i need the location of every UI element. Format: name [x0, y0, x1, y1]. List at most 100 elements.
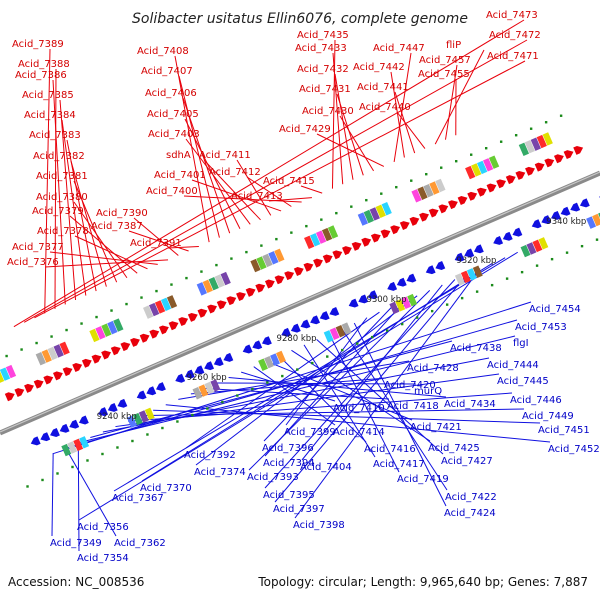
domain-box	[264, 355, 274, 369]
forward-gene-label: Acid_7386	[15, 70, 67, 81]
gene-arrow-shape	[370, 233, 381, 243]
gene-arrow-shape	[428, 208, 439, 218]
domain-box-rect	[375, 204, 386, 219]
gene-arrow-shape	[425, 265, 436, 275]
reverse-gene-label: Acid_7425	[428, 443, 480, 454]
forward-gene-arrow	[293, 267, 304, 276]
forward-gene-label: Acid_7376	[7, 257, 59, 268]
forward-gene-label: Acid_7455	[418, 69, 470, 80]
gene-arrow-shape	[525, 166, 535, 176]
forward-gene-arrow	[62, 367, 73, 377]
domain-box-rect	[67, 441, 78, 454]
reverse-gene-label: Acid_7420	[384, 380, 436, 391]
gene-arrow-shape	[156, 382, 166, 392]
axis-tick-label: 9320 kbp	[456, 256, 496, 266]
forward-gene-arrow	[216, 300, 227, 310]
reverse-gene-label: Acid_7414	[333, 427, 385, 438]
domain-box-rect	[526, 242, 537, 255]
forward-gene-label: Acid_7435	[297, 30, 349, 41]
reverse-gene-arrow	[204, 361, 215, 371]
leader-line	[301, 284, 443, 461]
tick-dot	[559, 114, 563, 117]
forward-gene-arrow	[207, 304, 218, 314]
reverse-gene-label: Acid_7362	[114, 538, 166, 549]
domain-box-rect	[268, 251, 279, 265]
forward-gene-label: Acid_7457	[419, 55, 471, 66]
tick-dot	[455, 159, 458, 163]
domain-box	[401, 296, 412, 309]
domain-box-rect	[518, 142, 530, 157]
forward-gene-label: Acid_7429	[279, 124, 331, 135]
leader-line	[266, 360, 413, 421]
leader-line	[445, 64, 458, 140]
forward-gene-arrow	[245, 287, 256, 297]
reverse-gene-arrow	[281, 327, 292, 337]
domain-box	[417, 186, 428, 200]
gene-arrow-shape	[457, 196, 468, 205]
tick-dot	[535, 264, 539, 267]
reverse-gene-label: Acid_7444	[487, 360, 539, 371]
gene-arrow-shape	[438, 204, 449, 214]
domain-box	[411, 189, 422, 203]
leader-line	[69, 215, 138, 274]
reverse-gene-arrow	[30, 436, 41, 446]
tick-dot	[215, 263, 218, 267]
domain-box-rect	[357, 212, 369, 226]
domain-box	[536, 134, 547, 149]
leader-line	[44, 48, 51, 314]
domain-box	[363, 209, 374, 224]
leader-line	[285, 317, 368, 426]
reverse-gene-arrow	[387, 281, 398, 291]
leader-line	[353, 322, 447, 507]
gene-arrow-shape	[223, 352, 234, 362]
reverse-gene-arrow	[310, 315, 321, 325]
domain-box	[423, 183, 434, 198]
forward-gene-arrow	[467, 191, 478, 201]
domain-box	[542, 132, 553, 146]
domain-box	[304, 235, 315, 250]
forward-gene-arrow	[187, 312, 198, 322]
gene-arrow-shape	[322, 254, 333, 264]
gene-arrow-shape	[281, 327, 292, 337]
gene-arrow-shape	[502, 231, 513, 241]
forward-gene-label: Acid_7387	[91, 221, 143, 232]
domain-box	[538, 237, 549, 250]
domain-box-rect	[429, 181, 440, 195]
leader-line	[165, 404, 551, 443]
forward-gene-arrow	[534, 162, 545, 172]
tick-dot	[400, 322, 404, 326]
tick-dot	[20, 348, 23, 351]
domain-box-rect	[5, 364, 17, 379]
tick-dot	[520, 270, 524, 274]
forward-gene-label: Acid_7377	[12, 242, 64, 253]
domain-box-rect	[101, 323, 112, 337]
domain-box-rect	[488, 155, 500, 169]
domain-box-rect	[411, 189, 422, 203]
reverse-gene-label: Acid_7354	[77, 553, 129, 564]
forward-gene-label: Acid_7385	[22, 90, 74, 101]
backbone-line	[0, 170, 600, 436]
forward-gene-arrow	[33, 379, 44, 389]
axis-tick-label: 9280 kbp	[277, 334, 317, 344]
leader-line	[190, 377, 387, 395]
forward-gene-arrow	[419, 212, 429, 222]
reverse-gene-arrow	[406, 273, 417, 283]
domain-box	[375, 204, 386, 219]
domain-box-rect	[204, 381, 215, 395]
forward-gene-label: Acid_7400	[146, 186, 198, 197]
domain-box	[532, 239, 543, 253]
leader-line	[185, 311, 380, 449]
reverse-gene-arrow	[551, 210, 561, 220]
tick-dot	[176, 420, 179, 423]
domain-box	[276, 350, 286, 364]
domain-box-rect	[208, 277, 219, 291]
tick-dot	[565, 251, 569, 254]
gene-arrow-shape	[387, 281, 398, 291]
domain-box-rect	[435, 178, 446, 193]
gene-arrow-shape	[33, 379, 44, 389]
leader-line	[73, 201, 128, 279]
leader-line	[228, 377, 447, 398]
gene-arrow-shape	[252, 340, 263, 350]
leader-line	[61, 119, 87, 296]
gene-arrow-shape	[149, 329, 160, 339]
